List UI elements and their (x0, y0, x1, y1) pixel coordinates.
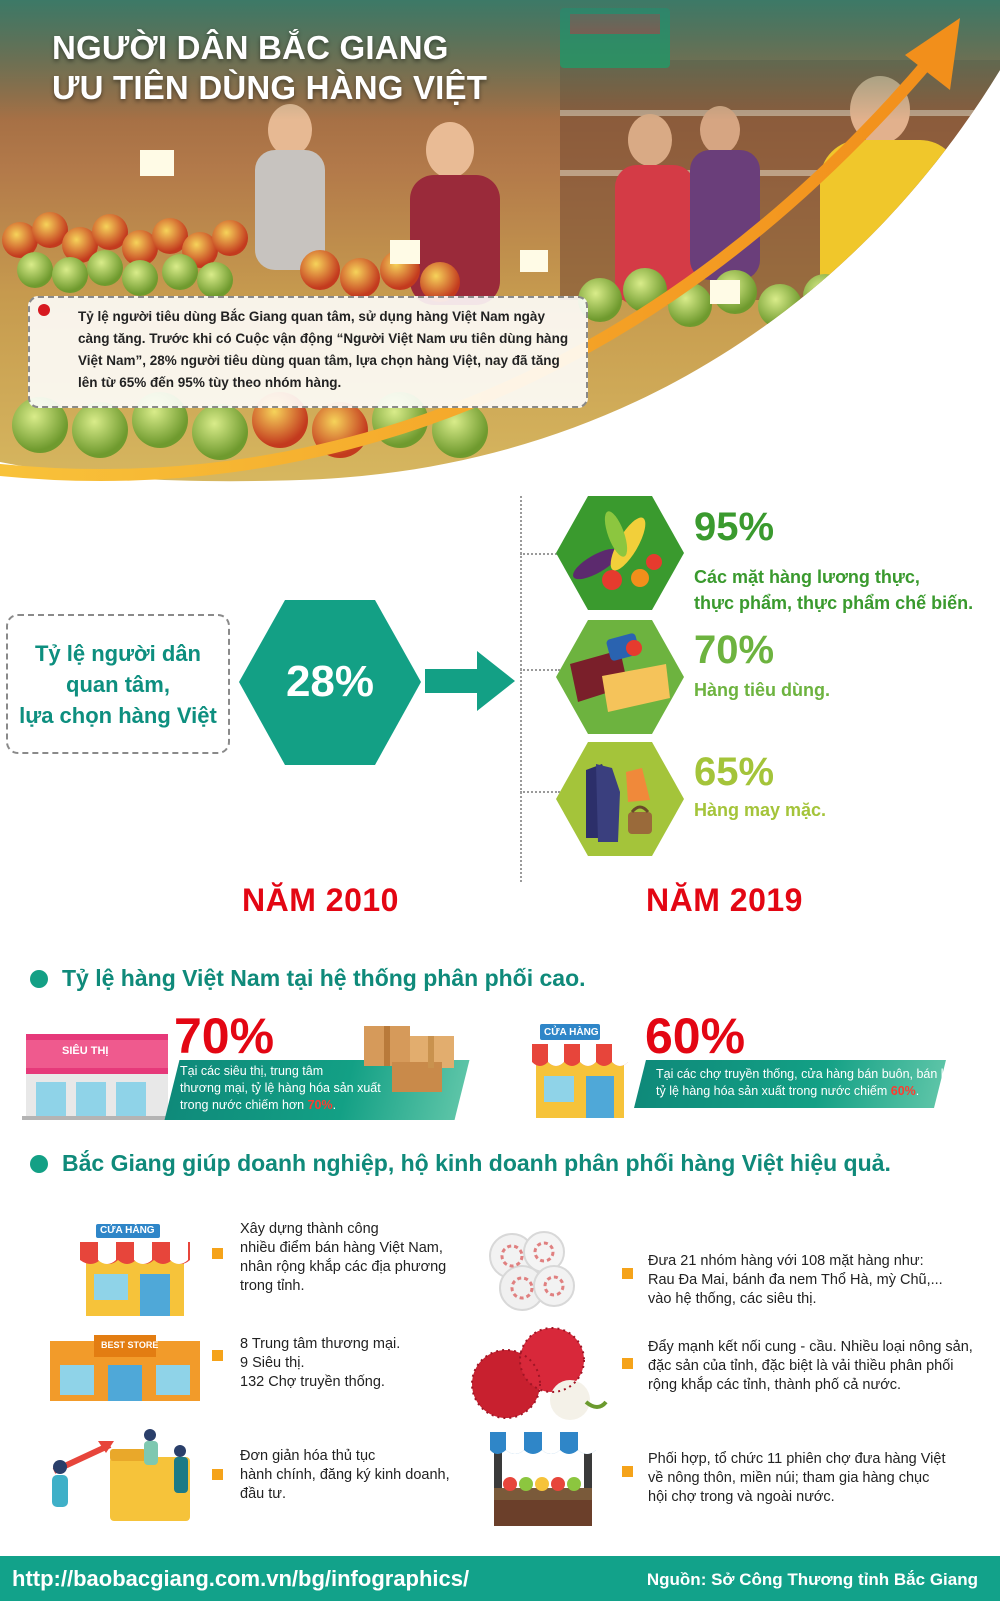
connector-line (520, 553, 560, 555)
category-percent: 70% (694, 628, 775, 672)
supermarket-text: Tại các siêu thị, trung tâm thương mại, … (180, 1063, 460, 1114)
bullet-square-icon (622, 1466, 633, 1477)
supermarket-text-main: Tại các siêu thị, trung tâm thương mại, … (180, 1064, 381, 1112)
connector-line (520, 791, 560, 793)
footer-source: Nguồn: Sở Công Thương tỉnh Bắc Giang (646, 1570, 978, 1589)
hexagon-2010 (239, 600, 421, 765)
solution-text: Đẩy mạnh kết nối cung - cầu. Nhiều loại … (648, 1339, 973, 1393)
solutions-heading: Bắc Giang giúp doanh nghiệp, hộ kinh doa… (30, 1150, 891, 1177)
store-text: Tại các chợ truyền thống, cửa hàng bán b… (656, 1066, 956, 1100)
supermarket-percent: 70% (174, 1008, 275, 1064)
category-percent: 95% (694, 505, 775, 549)
rice-paper-icon (489, 1231, 575, 1311)
solution-text: Xây dựng thành công nhiều điểm bán hàng … (240, 1221, 447, 1294)
lychee-icon (471, 1327, 608, 1420)
year-2010-label: NĂM 2010 (242, 882, 399, 918)
page-title: NGƯỜI DÂN BẮC GIANG ƯU TIÊN DÙNG HÀNG VI… (52, 28, 487, 108)
distribution-heading: Tỷ lệ hàng Việt Nam tại hệ thống phân ph… (30, 965, 586, 992)
value-2010: 28% (285, 657, 375, 706)
bullet-square-icon (622, 1358, 633, 1369)
bullet-square-icon (622, 1268, 633, 1279)
solution-text: Đơn giản hóa thủ tục hành chính, đăng ký… (240, 1448, 450, 1502)
category-description: Hàng may mặc. (694, 800, 827, 820)
bullet-square-icon (212, 1469, 223, 1480)
footer: http://baobacgiang.com.vn/bg/infographic… (0, 1556, 1000, 1601)
connector-line (520, 669, 560, 671)
footer-url-link[interactable]: http://baobacgiang.com.vn/bg/infographic… (12, 1566, 470, 1591)
arrow-right-icon (425, 651, 515, 711)
supermarket-photo (0, 0, 1000, 482)
title-line-1: NGƯỜI DÂN BẮC GIANG (52, 29, 449, 66)
category-description: Hàng tiêu dùng. (694, 680, 830, 700)
supermarket-highlight: 70% (307, 1098, 333, 1112)
paperwork-icon (52, 1429, 190, 1521)
cardboard-boxes-icon (364, 1026, 454, 1092)
bullet-dot-icon (30, 1154, 48, 1173)
store-percent: 60% (645, 1008, 746, 1064)
distribution-heading-text: Tỷ lệ hàng Việt Nam tại hệ thống phân ph… (62, 965, 586, 991)
bullet-square-icon (212, 1350, 223, 1361)
comparison-label-text: Tỷ lệ người dân quan tâm, lựa chọn hàng … (19, 640, 217, 728)
comparison-label: Tỷ lệ người dân quan tâm, lựa chọn hàng … (6, 614, 230, 754)
supermarket-text-suffix: . (332, 1098, 337, 1112)
consumer-goods-icon (556, 620, 684, 734)
intro-text: Tỷ lệ người tiêu dùng Bắc Giang quan tâm… (78, 309, 569, 390)
bullet-dot-icon (38, 304, 50, 316)
store-highlight: 60% (890, 1084, 916, 1098)
store-sign: CỬA HÀNG (544, 1027, 599, 1038)
store-sign: CỬA HÀNG (100, 1225, 155, 1236)
mall-sign: BEST STORE (101, 1340, 159, 1350)
solution-text: Phối hợp, tổ chức 11 phiên chợ đưa hàng … (648, 1451, 946, 1505)
store-building-icon (532, 1024, 628, 1118)
supermarket-building-icon (22, 1034, 172, 1120)
intro-box: Tỷ lệ người tiêu dùng Bắc Giang quan tâm… (28, 296, 588, 408)
solution-text: 8 Trung tâm thương mại. 9 Siêu thị. 132 … (240, 1336, 401, 1390)
solutions-heading-text: Bắc Giang giúp doanh nghiệp, hộ kinh doa… (62, 1150, 891, 1176)
category-percent: 65% (694, 750, 775, 794)
dotted-divider (520, 496, 522, 882)
supermarket-sign: SIÊU THỊ (62, 1045, 109, 1057)
clothing-icon (556, 742, 684, 856)
category-description: Các mặt hàng lương thực, thực phẩm, thực… (694, 567, 974, 613)
vegetables-icon (556, 496, 684, 610)
bullet-dot-icon (30, 969, 48, 988)
bullet-square-icon (212, 1248, 223, 1259)
market-stall-icon (490, 1432, 596, 1526)
mall-building-icon (50, 1335, 200, 1401)
store-text-suffix: . (915, 1084, 920, 1098)
store-text-main: Tại các chợ truyền thống, cửa hàng bán b… (656, 1067, 955, 1098)
title-line-2: ƯU TIÊN DÙNG HÀNG VIỆT (52, 69, 488, 106)
store-building-icon (80, 1224, 190, 1316)
hero-banner: NGƯỜI DÂN BẮC GIANG ƯU TIÊN DÙNG HÀNG VI… (0, 0, 1000, 490)
solution-text: Đưa 21 nhóm hàng với 108 mặt hàng như: R… (648, 1253, 943, 1307)
year-2019-label: NĂM 2019 (646, 882, 803, 918)
